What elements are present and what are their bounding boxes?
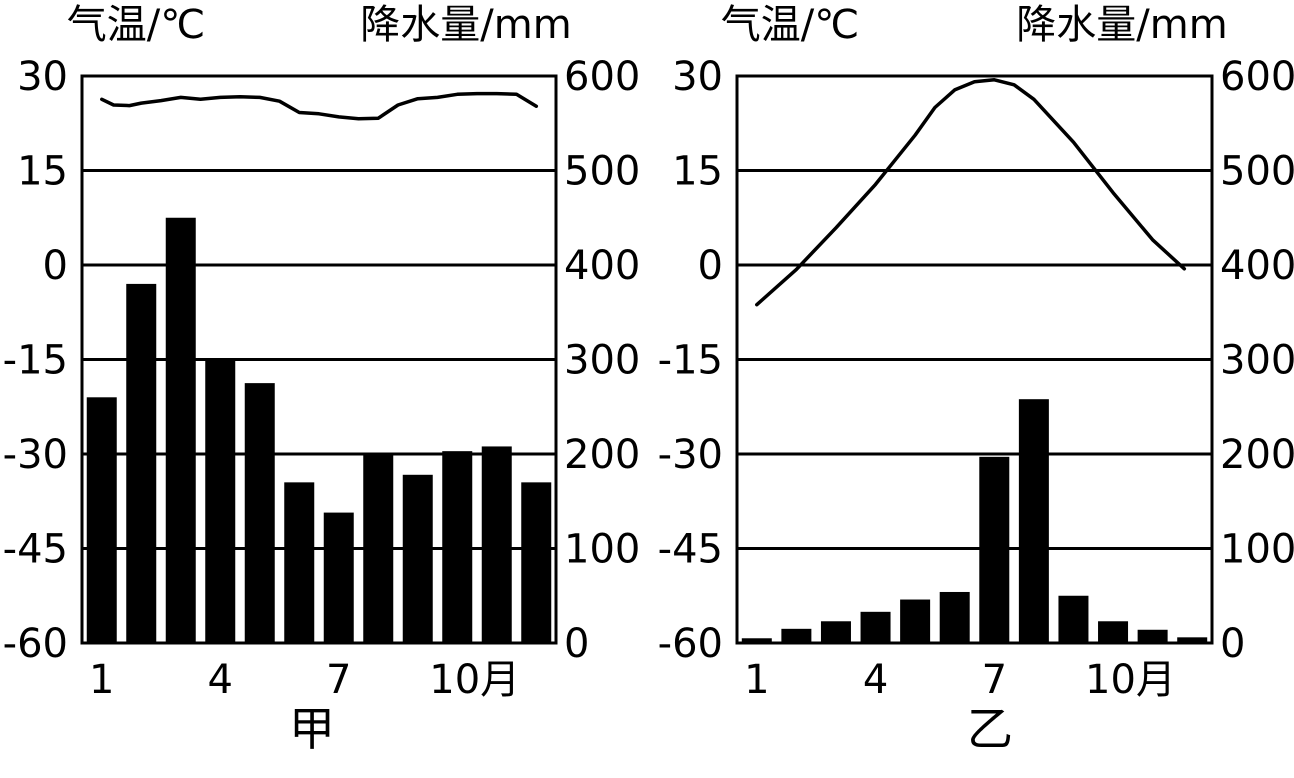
precip-tick-jia-5: 100 — [564, 527, 640, 573]
precip-bar-jia-6 — [284, 482, 315, 643]
temp-tick-yi-4: -30 — [658, 432, 723, 478]
temp-tick-yi-5: -45 — [658, 527, 723, 573]
precip-bar-jia-4 — [205, 359, 236, 643]
temperature-axis-title-jia: 气温/℃ — [67, 2, 205, 48]
precipitation-axis-title-jia: 降水量/mm — [360, 2, 571, 48]
month-tick-jia-2: 7 — [326, 657, 351, 703]
temp-tick-jia-5: -45 — [3, 527, 68, 573]
temp-tick-jia-0: 30 — [17, 54, 68, 100]
precip-bar-yi-12 — [1177, 637, 1208, 643]
precip-bar-jia-10 — [442, 451, 473, 643]
precip-bar-yi-3 — [820, 621, 851, 643]
precip-bar-yi-10 — [1098, 621, 1129, 643]
precip-bar-yi-5 — [900, 599, 931, 643]
precip-bar-jia-2 — [126, 283, 157, 643]
chart-label-jia: 甲 — [289, 702, 335, 756]
chart-label-yi: 乙 — [967, 702, 1013, 756]
precip-tick-jia-1: 500 — [564, 149, 640, 195]
precip-bar-yi-11 — [1137, 629, 1168, 643]
plot-frame-jia — [80, 74, 558, 645]
precip-bar-jia-12 — [521, 482, 552, 643]
temp-tick-jia-3: -15 — [3, 338, 68, 384]
precip-tick-jia-3: 300 — [564, 338, 640, 384]
precip-tick-jia-2: 400 — [564, 243, 640, 289]
temp-tick-yi-1: 15 — [672, 149, 723, 195]
precip-bar-yi-7 — [979, 456, 1010, 643]
temperature-axis-title-yi: 气温/℃ — [721, 2, 859, 48]
precip-tick-yi-6: 0 — [1220, 621, 1245, 667]
precip-bar-jia-9 — [402, 474, 433, 643]
month-tick-yi-0: 1 — [744, 657, 769, 703]
precip-tick-yi-4: 200 — [1220, 432, 1294, 478]
precip-bar-jia-11 — [481, 446, 512, 643]
precip-tick-jia-4: 200 — [564, 432, 640, 478]
precip-tick-yi-3: 300 — [1220, 338, 1294, 384]
month-tick-jia-1: 4 — [208, 657, 233, 703]
precip-bar-yi-6 — [939, 591, 970, 643]
temp-tick-jia-6: -60 — [3, 621, 68, 667]
precip-bar-jia-8 — [363, 454, 394, 643]
precipitation-axis-title-yi: 降水量/mm — [1016, 2, 1227, 48]
temperature-line-jia — [100, 91, 539, 121]
precip-tick-jia-0: 600 — [564, 54, 640, 100]
precip-bar-yi-8 — [1018, 399, 1049, 643]
month-tick-yi-2: 7 — [982, 657, 1007, 703]
precip-bar-yi-2 — [781, 628, 812, 643]
precip-tick-yi-5: 100 — [1220, 527, 1294, 573]
precip-bar-yi-1 — [741, 638, 772, 643]
month-tick-jia-3: 10月 — [429, 657, 520, 703]
temp-tick-yi-0: 30 — [672, 54, 723, 100]
month-tick-yi-1: 4 — [863, 657, 888, 703]
precip-bar-yi-9 — [1058, 595, 1089, 643]
temp-tick-yi-2: 0 — [698, 243, 723, 289]
precip-tick-yi-0: 600 — [1220, 54, 1294, 100]
month-tick-yi-3: 10月 — [1085, 657, 1176, 703]
precip-bar-jia-5 — [244, 383, 275, 643]
temp-tick-jia-1: 15 — [17, 149, 68, 195]
temp-tick-yi-6: -60 — [658, 621, 723, 667]
precip-bar-jia-1 — [86, 397, 117, 643]
temperature-line-yi — [755, 78, 1187, 307]
temp-tick-jia-4: -30 — [3, 432, 68, 478]
temp-tick-jia-2: 0 — [43, 243, 68, 289]
precip-bar-yi-4 — [860, 611, 891, 643]
precip-bar-jia-7 — [323, 512, 354, 643]
precip-tick-yi-1: 500 — [1220, 149, 1294, 195]
precip-tick-yi-2: 400 — [1220, 243, 1294, 289]
precip-tick-jia-6: 0 — [564, 621, 589, 667]
precip-bar-jia-3 — [165, 217, 196, 643]
temp-tick-yi-3: -15 — [658, 338, 723, 384]
plot-frame-yi — [735, 74, 1214, 645]
month-tick-jia-0: 1 — [89, 657, 114, 703]
